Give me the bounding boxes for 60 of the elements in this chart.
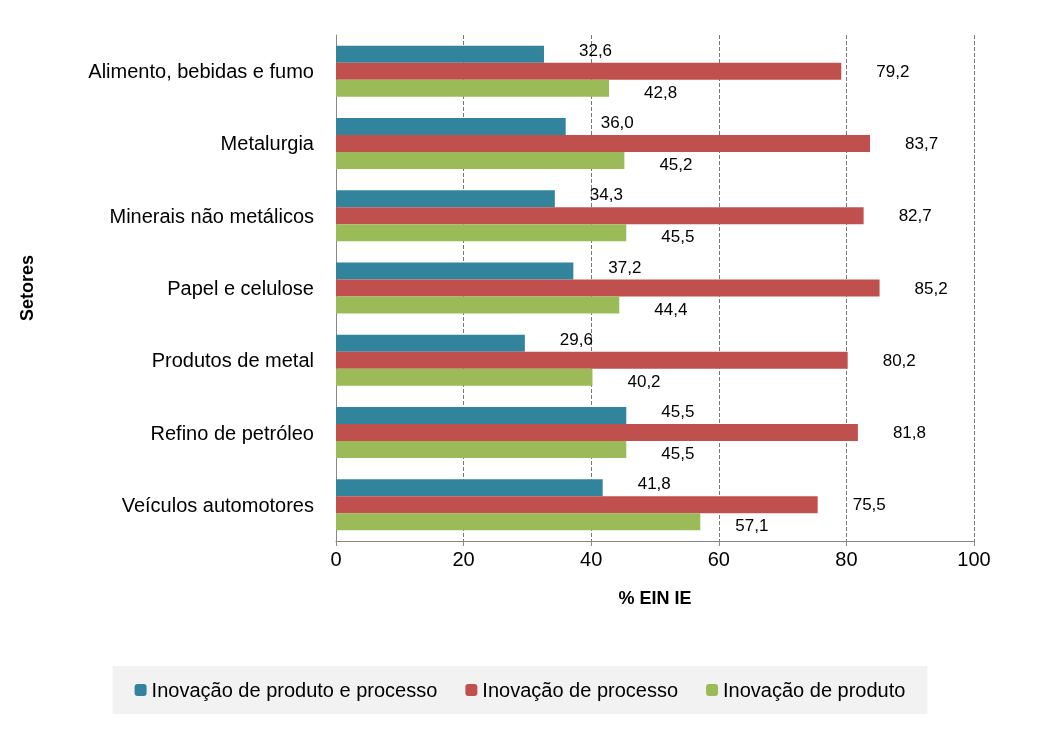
data-label: 45,5 — [661, 402, 695, 422]
data-label: 83,7 — [905, 133, 939, 153]
legend-label: Inovação de produto e processo — [151, 679, 438, 701]
bar — [336, 351, 848, 369]
data-label: 36,0 — [600, 112, 634, 132]
data-label: 80,2 — [882, 350, 916, 370]
y-tick-label: Produtos de metal — [151, 349, 314, 372]
bar — [336, 207, 864, 225]
data-label: 40,2 — [627, 371, 661, 391]
y-tick-label: Minerais não metálicos — [109, 204, 314, 227]
y-tick-label: Metalurgia — [220, 132, 315, 155]
data-label: 57,1 — [735, 516, 769, 536]
data-label: 82,7 — [898, 206, 932, 226]
bar — [336, 513, 701, 531]
x-tick-label: 60 — [707, 548, 730, 570]
bar — [336, 368, 593, 386]
data-label: 41,8 — [637, 474, 671, 494]
data-label: 45,5 — [661, 444, 695, 464]
x-tick-label: 0 — [330, 548, 342, 570]
bar — [336, 441, 627, 459]
x-tick-label: 80 — [835, 548, 858, 570]
bar — [336, 62, 842, 80]
data-label: 42,8 — [644, 82, 678, 102]
x-tick-label: 20 — [452, 548, 475, 570]
bar — [336, 407, 627, 425]
bar — [336, 262, 574, 280]
y-tick-label: Refino de petróleo — [150, 421, 314, 444]
y-axis-title: Setores — [17, 254, 37, 322]
bar — [336, 296, 620, 314]
x-tick-label: 40 — [580, 548, 603, 570]
data-label: 79,2 — [876, 61, 910, 81]
bar — [336, 496, 818, 514]
bar — [336, 279, 880, 297]
x-tick-label: 100 — [957, 548, 991, 570]
data-label: 29,6 — [559, 329, 593, 349]
data-label: 32,6 — [578, 40, 613, 60]
bar — [336, 479, 603, 497]
bar — [336, 190, 555, 208]
bar — [336, 151, 625, 169]
bar — [336, 117, 566, 135]
data-label: 75,5 — [852, 495, 886, 515]
bar — [336, 79, 610, 97]
bar — [336, 334, 525, 352]
bar — [336, 45, 544, 63]
bar — [336, 134, 871, 152]
data-label: 45,5 — [661, 227, 695, 247]
data-label: 81,8 — [892, 423, 926, 443]
data-label: 85,2 — [914, 278, 948, 298]
legend-label: Inovação de produto — [723, 679, 906, 701]
y-tick-label: Veículos automotores — [121, 493, 314, 516]
data-label: 34,3 — [589, 185, 623, 205]
bar — [336, 424, 858, 442]
data-label: 37,2 — [608, 257, 642, 277]
x-axis-title: % EIN IE — [618, 588, 692, 608]
y-tick-label: Papel e celulose — [167, 277, 314, 299]
data-label: 45,2 — [659, 154, 693, 174]
legend-label: Inovação de processo — [482, 679, 679, 701]
y-tick-label: Alimento, bebidas e fumo — [88, 60, 314, 83]
bar — [336, 224, 627, 242]
data-label: 44,4 — [654, 299, 688, 319]
